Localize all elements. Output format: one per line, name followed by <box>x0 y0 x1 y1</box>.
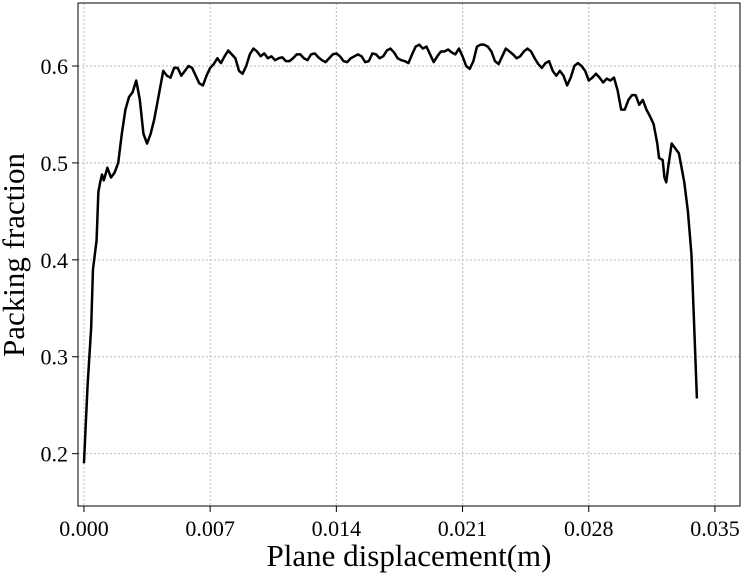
y-tick-label: 0.4 <box>41 248 69 273</box>
x-tick-label: 0.021 <box>438 516 488 541</box>
plot-frame <box>77 2 741 507</box>
x-tick-label: 0.035 <box>690 516 740 541</box>
y-axis-label: Packing fraction <box>0 152 31 357</box>
x-tick-label: 0.014 <box>312 516 362 541</box>
x-tick-label: 0.028 <box>564 516 614 541</box>
x-tick-label: 0.007 <box>185 516 235 541</box>
data-line <box>82 43 699 464</box>
x-axis-label: Plane displacement(m) <box>267 538 552 573</box>
y-tick-label: 0.6 <box>41 54 69 79</box>
x-tick-label: 0.000 <box>59 516 109 541</box>
y-tick-label: 0.3 <box>41 345 69 370</box>
y-tick-label: 0.2 <box>41 442 69 467</box>
y-tick-label: 0.5 <box>41 151 69 176</box>
